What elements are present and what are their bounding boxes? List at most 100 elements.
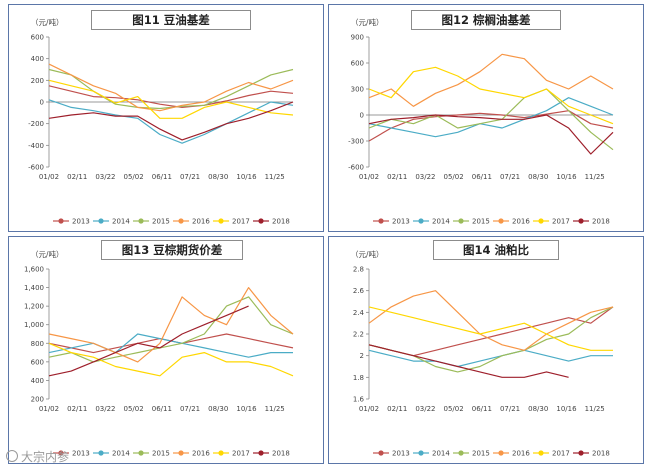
y-tick-label: -300 — [348, 138, 364, 146]
y-tick-label: 0 — [360, 112, 364, 120]
series-line-2017 — [368, 306, 613, 351]
x-tick-label: 06/11 — [472, 405, 492, 413]
legend-item-2015: 2015 — [453, 218, 490, 226]
series-line-2013 — [48, 333, 294, 354]
legend-label: 2016 — [512, 218, 530, 226]
watermark-text: 大宗内参 — [21, 450, 70, 464]
x-tick-label: 07/21 — [500, 173, 520, 181]
chart-canvas: 2.8 2.6 2.4 2.2 2 1.8 1.601/02 02/11 03/22 05/02 0… — [353, 266, 614, 458]
y-tick-label: 800 — [31, 340, 44, 348]
x-tick-label: 05/02 — [444, 173, 464, 181]
series-line-2018 — [48, 305, 249, 377]
x-tick-label: 11/25 — [265, 405, 285, 413]
legend-label: 2013 — [392, 218, 410, 226]
y-tick-label: 400 — [31, 377, 44, 385]
series-line-2016 — [48, 63, 294, 112]
legend-marker — [58, 450, 64, 456]
legend-item-2018: 2018 — [253, 218, 290, 226]
series-line-2018 — [368, 344, 569, 378]
y-tick-label: -200 — [28, 120, 44, 128]
legend-item-2013: 2013 — [53, 450, 90, 458]
y-tick-label: 2.8 — [353, 266, 364, 274]
y-tick-label: 2.6 — [353, 287, 365, 295]
chart-title: 图12 棕榈油基差 — [411, 10, 561, 30]
legend-item-2013: 2013 — [373, 218, 410, 226]
x-tick-label: 03/22 — [415, 405, 435, 413]
series-line-2017 — [368, 66, 614, 125]
legend-marker — [498, 218, 504, 224]
legend-item-2014: 2014 — [413, 218, 450, 226]
legend-marker — [578, 218, 584, 224]
legend-marker — [178, 450, 184, 456]
legend-marker — [138, 450, 144, 456]
series-line-2015 — [48, 296, 294, 363]
legend-item-2015: 2015 — [453, 450, 490, 458]
chart-panel-soybean-oil-basis: 图11 豆油基差 （元/吨） 600 400 200 0 -200 -400 -600 01/… — [8, 4, 324, 232]
chart-panel-oil-meal-ratio: 图14 油粕比 （元/吨） 2.8 2.6 2.4 2.2 2 1.8 1.6 01/02 02… — [328, 236, 644, 464]
x-tick-label: 02/11 — [67, 173, 87, 181]
x-tick-label: 06/11 — [152, 173, 172, 181]
unit-label: （元/吨） — [31, 250, 64, 259]
legend-item-2015: 2015 — [133, 450, 170, 458]
y-tick-label: 300 — [351, 86, 364, 94]
x-tick-label: 07/21 — [500, 405, 520, 413]
series-line-2017 — [48, 342, 294, 377]
x-tick-label: 11/25 — [265, 173, 285, 181]
x-tick-label: 08/30 — [528, 405, 548, 413]
x-tick-label: 06/11 — [472, 173, 492, 181]
y-tick-label: 2.2 — [353, 331, 364, 339]
series-line-2013 — [368, 110, 614, 142]
x-tick-label: 05/02 — [124, 173, 144, 181]
y-tick-label: 1,400 — [24, 284, 44, 292]
legend-label: 2017 — [232, 450, 250, 458]
series-line-2013 — [48, 85, 294, 109]
legend-label: 2018 — [272, 218, 290, 226]
y-tick-label: 2.4 — [353, 309, 365, 317]
legend-marker — [218, 218, 224, 224]
legend-item-2017: 2017 — [213, 450, 250, 458]
x-tick-label: 10/16 — [556, 405, 577, 413]
y-tick-label: 200 — [31, 77, 44, 85]
y-tick-label: 600 — [31, 358, 44, 366]
legend-marker — [498, 450, 504, 456]
legend-label: 2017 — [552, 450, 570, 458]
legend-marker — [178, 218, 184, 224]
legend-item-2016: 2016 — [493, 450, 530, 458]
legend-marker — [58, 218, 64, 224]
series-line-2014 — [368, 349, 613, 368]
legend-item-2014: 2014 — [93, 218, 130, 226]
legend-label: 2014 — [432, 450, 450, 458]
legend-item-2014: 2014 — [413, 450, 450, 458]
x-tick-label: 07/21 — [180, 173, 200, 181]
x-tick-label: 06/11 — [152, 405, 172, 413]
legend-item-2015: 2015 — [133, 218, 170, 226]
legend-item-2013: 2013 — [373, 450, 410, 458]
legend-item-2018: 2018 — [573, 218, 610, 226]
x-tick-label: 02/11 — [67, 405, 87, 413]
y-tick-label: 1.6 — [353, 396, 365, 404]
y-tick-label: 600 — [31, 34, 44, 42]
x-tick-label: 01/02 — [359, 405, 379, 413]
series-line-2014 — [368, 97, 614, 138]
legend-item-2016: 2016 — [173, 450, 210, 458]
series-line-2018 — [48, 101, 294, 141]
legend-label: 2014 — [112, 450, 130, 458]
legend-label: 2018 — [592, 218, 610, 226]
unit-label: （元/吨） — [31, 18, 64, 27]
legend-item-2018: 2018 — [573, 450, 610, 458]
x-tick-label: 10/16 — [556, 173, 577, 181]
legend-item-2017: 2017 — [533, 450, 570, 458]
y-tick-label: 1,200 — [24, 303, 44, 311]
legend-marker — [218, 450, 224, 456]
x-tick-label: 10/16 — [236, 173, 257, 181]
legend-label: 2016 — [192, 218, 210, 226]
legend-label: 2013 — [392, 450, 410, 458]
x-tick-label: 11/25 — [585, 173, 605, 181]
weibo-icon — [6, 450, 18, 462]
legend-label: 2017 — [232, 218, 250, 226]
chart-panel-palm-oil-basis: 图12 棕榈油基差 （元/吨） 900 600 300 0 -300 -600 01/02 0… — [328, 4, 644, 232]
y-tick-label: -600 — [348, 164, 364, 172]
legend-item-2014: 2014 — [93, 450, 130, 458]
